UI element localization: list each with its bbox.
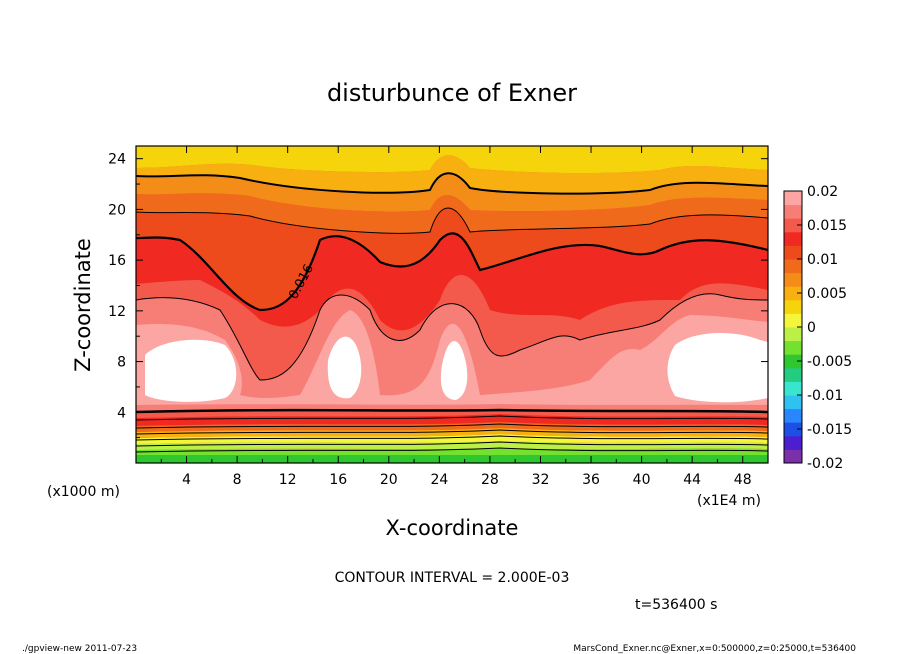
colorbar-swatch xyxy=(784,449,802,464)
x-unit-right: (x1E4 m) xyxy=(697,493,761,509)
colorbar-swatch xyxy=(784,395,802,410)
x-tick-label: 36 xyxy=(582,472,600,488)
x-tick-label: 24 xyxy=(430,472,448,488)
colorbar-swatch xyxy=(784,381,802,396)
colorbar-tick-label: -0.005 xyxy=(807,354,852,370)
band-orange xyxy=(136,428,768,438)
colorbar-swatch xyxy=(784,299,802,314)
colorbar-swatch xyxy=(784,327,802,342)
x-tick-label: 40 xyxy=(633,472,651,488)
band-top-orange xyxy=(136,154,768,194)
contour-mid xyxy=(136,293,768,381)
white-max-left xyxy=(145,339,237,402)
y-tick-label: 4 xyxy=(117,405,126,421)
colorbar-swatch xyxy=(784,259,802,274)
colorbar-tick-label: 0.02 xyxy=(807,184,838,200)
time-label: t=536400 s xyxy=(635,597,717,613)
band-green xyxy=(136,455,768,463)
band-red-low xyxy=(136,414,768,426)
y-tick-label: 8 xyxy=(117,355,126,371)
band-lightgreen xyxy=(136,448,768,455)
colorbar-swatch xyxy=(784,435,802,450)
contour-lower-thick xyxy=(136,408,768,414)
band-top-red xyxy=(136,208,768,310)
band-top-deep-orange xyxy=(136,173,768,212)
x-axis-title: X-coordinate xyxy=(386,516,519,540)
colorbar-tick-label: -0.02 xyxy=(807,456,843,472)
y-tick-label: 12 xyxy=(108,304,126,320)
band-mid-red xyxy=(136,233,768,331)
x-tick-label: 48 xyxy=(734,472,752,488)
contour-top xyxy=(136,172,768,195)
white-max-25 xyxy=(440,341,468,400)
contour-lower-5 xyxy=(136,441,768,447)
x-tick-label: 8 xyxy=(233,472,242,488)
x-tick-label: 20 xyxy=(380,472,398,488)
y-tick-label: 16 xyxy=(108,253,126,269)
colorbar-tick-label: 0 xyxy=(807,320,816,336)
x-tick-label: 32 xyxy=(532,472,550,488)
colorbar-swatch xyxy=(784,218,802,233)
band-top-gold xyxy=(136,146,768,174)
colorbar-swatch xyxy=(784,286,802,301)
plot-frame xyxy=(135,145,769,464)
colorbar: 0.02 0.015 0.01 0.005 0 -0.005 -0.01 -0.015 -0.0… xyxy=(783,184,852,472)
contour-lower-4 xyxy=(136,435,768,441)
colorbar-swatch xyxy=(784,245,802,260)
colorbar-swatch xyxy=(784,272,802,287)
colorbar-swatch xyxy=(784,313,802,328)
contour-lines xyxy=(136,172,768,453)
colorbar-swatch xyxy=(784,191,802,206)
colorbar-tick-label: 0.015 xyxy=(807,218,847,234)
contour-upper-thin xyxy=(136,207,768,234)
contour-interval: CONTOUR INTERVAL = 2.000E-03 xyxy=(335,570,570,586)
chart-title: disturbunce of Exner xyxy=(327,79,577,107)
x-tick-label: 4 xyxy=(182,472,191,488)
contour-lower-6 xyxy=(136,447,768,453)
y-axis: 4 8 12 16 20 24 xyxy=(108,152,768,439)
contour-lower-1 xyxy=(136,415,768,421)
y-axis-title: Z-coordinate xyxy=(71,238,95,372)
footer-left: ./gpview-new 2011-07-23 xyxy=(22,644,137,654)
contour-lower-3 xyxy=(136,429,768,435)
colorbar-swatch xyxy=(784,354,802,369)
contour-0.016 xyxy=(136,232,768,312)
colorbar-swatch xyxy=(784,408,802,423)
x-tick-label: 12 xyxy=(279,472,297,488)
white-max-right xyxy=(667,333,768,403)
footer-right: MarsCond_Exner.nc@Exner,x=0:500000,z=0:2… xyxy=(573,644,856,654)
x-unit-left: (x1000 m) xyxy=(47,484,120,500)
x-tick-label: 16 xyxy=(329,472,347,488)
band-yellow xyxy=(136,434,768,444)
y-tick-label: 24 xyxy=(108,152,126,168)
colorbar-tick-label: -0.01 xyxy=(807,388,843,404)
x-tick-label: 28 xyxy=(481,472,499,488)
contour-lower-2 xyxy=(136,423,768,429)
colorbar-swatch xyxy=(784,422,802,437)
y-tick-label: 20 xyxy=(108,202,126,218)
colorbar-tick-label: 0.005 xyxy=(807,286,847,302)
band-top-red-orange xyxy=(136,193,768,234)
white-max-16 xyxy=(327,336,362,399)
band-yellowgreen xyxy=(136,441,768,450)
x-tick-label: 44 xyxy=(683,472,701,488)
colorbar-swatch xyxy=(784,340,802,355)
colorbar-tick-label: 0.01 xyxy=(807,252,838,268)
colorbar-tick-label: -0.015 xyxy=(807,422,852,438)
colorbar-swatch xyxy=(784,367,802,382)
colorbar-swatch xyxy=(784,204,802,219)
band-darkorange xyxy=(136,422,768,432)
colorbar-swatch xyxy=(784,231,802,246)
x-axis: 4 8 12 16 20 24 28 32 36 40 44 48 xyxy=(160,146,752,488)
